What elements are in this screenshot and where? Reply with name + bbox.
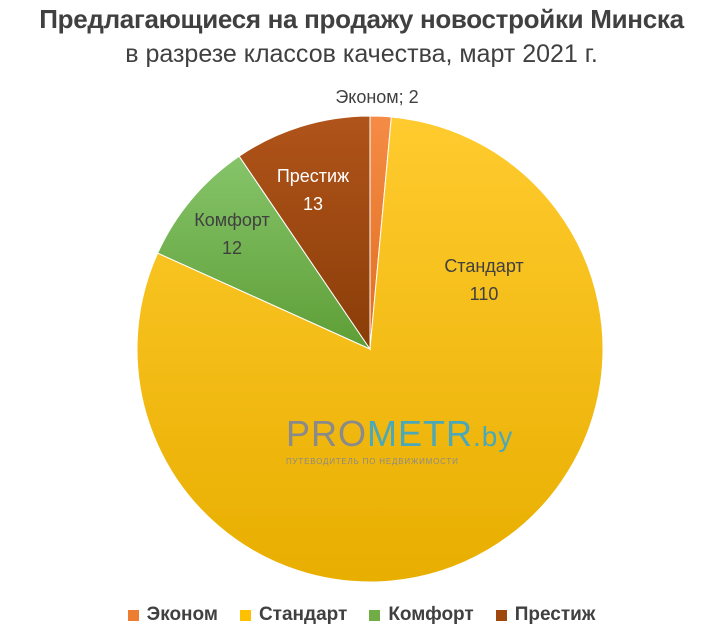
- data-label-value-prestige: 13: [303, 194, 323, 214]
- legend-label-prestige: Престиж: [514, 604, 596, 625]
- pie-slice-komfort: [156, 155, 372, 351]
- watermark-logo: PROMETR.by: [286, 413, 514, 454]
- data-label-value-standart: 110: [470, 284, 499, 304]
- legend-label-standart: Стандарт: [258, 604, 348, 625]
- watermark-tagline: ПУТЕВОДИТЕЛЬ ПО НЕДВИЖИМОСТИ: [286, 457, 459, 466]
- legend-label-komfort: Комфорт: [388, 604, 474, 625]
- data-label-name-prestige: Престиж: [277, 166, 349, 186]
- data-label-name-komfort: Комфорт: [194, 210, 270, 230]
- legend-item-prestige: Престиж: [495, 604, 596, 626]
- chart-title: Предлагающиеся на продажу новостройки Ми…: [39, 4, 684, 34]
- prometr-watermark: PROMETR.by ПУТЕВОДИТЕЛЬ ПО НЕДВИЖИМОСТИ: [286, 413, 514, 467]
- legend-swatch-komfort: [369, 609, 381, 621]
- legend-swatch-ekonom: [127, 609, 139, 621]
- legend-item-standart: Стандарт: [239, 604, 348, 626]
- legend-item-ekonom: Эконом: [127, 604, 218, 626]
- pie-slice-prestige: [238, 115, 371, 351]
- legend-swatch-prestige: [495, 609, 507, 621]
- data-label-ekonom: Эконом; 2: [335, 87, 418, 107]
- data-label-value-komfort: 12: [222, 238, 242, 258]
- data-label-name-standart: Стандарт: [444, 256, 523, 276]
- chart-legend: Эконом Стандарт Комфорт Престиж: [0, 604, 723, 626]
- legend-label-ekonom: Эконом: [146, 604, 218, 625]
- legend-item-komfort: Комфорт: [369, 604, 474, 626]
- pie-chart: Эконом; 2 Стандарт 110 Комфорт 12 Престиж 13: [136, 87, 604, 583]
- legend-swatch-standart: [239, 609, 251, 621]
- chart-subtitle: в разрезе классов качества, март 2021 г.: [125, 40, 598, 68]
